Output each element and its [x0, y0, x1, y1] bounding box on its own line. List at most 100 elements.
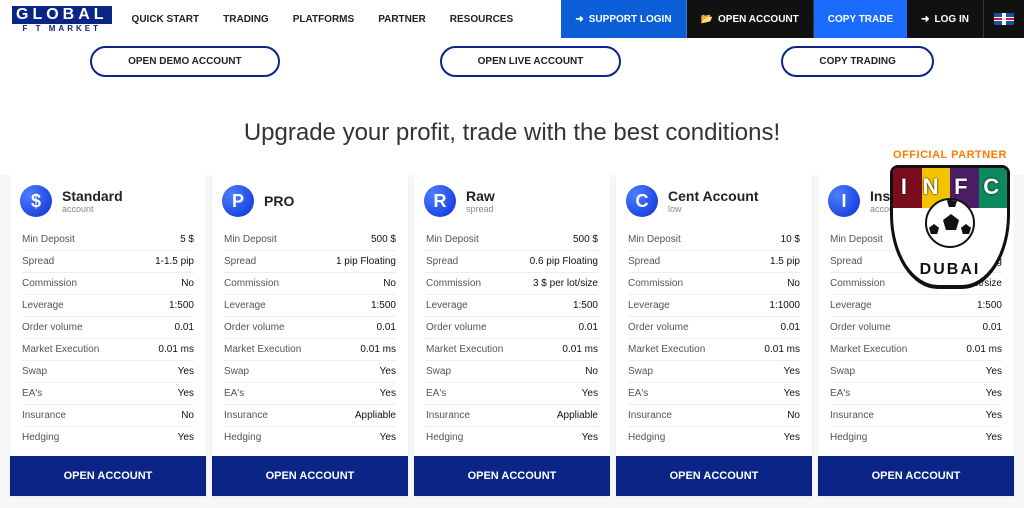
spec-label: Market Execution — [22, 344, 99, 355]
spec-value: Yes — [582, 432, 598, 443]
primary-nav: QUICK START TRADING PLATFORMS PARTNER RE… — [120, 0, 526, 38]
plan-specs: Min Deposit5 $Spread1-1.5 pipCommissionN… — [10, 225, 206, 456]
spec-value: Yes — [986, 388, 1002, 399]
spec-label: Market Execution — [830, 344, 907, 355]
open-live-account-button[interactable]: OPEN LIVE ACCOUNT — [440, 46, 622, 77]
spec-row: Swap No — [426, 361, 598, 383]
spec-value: Yes — [986, 432, 1002, 443]
open-account-button[interactable]: OPEN ACCOUNT — [212, 456, 408, 496]
nav-actions: ➜ SUPPORT LOGIN 📂 OPEN ACCOUNT COPY TRAD… — [561, 0, 1024, 38]
shield-letter: F — [954, 174, 967, 200]
folder-open-icon: 📂 — [701, 14, 713, 25]
plan-title: Standard — [62, 188, 123, 204]
spec-row: CommissionNo — [224, 273, 396, 295]
plans-section: $StandardaccountMin Deposit5 $Spread1-1.… — [0, 175, 1024, 496]
open-demo-account-button[interactable]: OPEN DEMO ACCOUNT — [90, 46, 280, 77]
spec-value: Yes — [986, 410, 1002, 421]
spec-value: 10 $ — [781, 234, 800, 245]
spec-value: No — [181, 410, 194, 421]
spec-value: 0.01 ms — [360, 344, 396, 355]
spec-label: Insurance — [426, 410, 470, 421]
nav-platforms[interactable]: PLATFORMS — [281, 14, 366, 25]
plan-specs: Min Deposit500 $Spread1 pip FloatingComm… — [212, 225, 408, 456]
spec-row: Min Deposit500 $ — [426, 229, 598, 251]
plan-icon: R — [424, 185, 456, 217]
spec-label: Order volume — [22, 322, 83, 333]
spec-value: 0.01 ms — [158, 344, 194, 355]
spec-value: No — [787, 278, 800, 289]
spec-value: 1:1000 — [769, 300, 800, 311]
spec-value: 0.01 — [983, 322, 1002, 333]
brand-logo[interactable]: GLOBAL F T MARKET — [0, 0, 120, 38]
uk-flag-icon — [994, 13, 1014, 25]
spec-value: 0.01 ms — [966, 344, 1002, 355]
spec-label: Insurance — [22, 410, 66, 421]
spec-label: Commission — [22, 278, 77, 289]
shield-letter: I — [901, 174, 907, 200]
spec-label: Order volume — [426, 322, 487, 333]
spec-label: EA's — [628, 388, 648, 399]
spec-row: Commission3 $ per lot/size — [426, 273, 598, 295]
spec-value: 0.01 — [377, 322, 396, 333]
support-login-label: SUPPORT LOGIN — [589, 14, 672, 25]
spec-value: 1 pip Floating — [336, 256, 396, 267]
spec-row: Leverage1:500 — [830, 295, 1002, 317]
spec-label: Swap — [426, 366, 451, 377]
spec-row: Leverage1:500 — [426, 295, 598, 317]
spec-value: Appliable — [355, 410, 396, 421]
partner-shield-icon: I N F C DUBAI — [890, 165, 1010, 289]
spec-row: EA'sYes — [628, 383, 800, 405]
plan-icon: P — [222, 185, 254, 217]
spec-value: Yes — [986, 366, 1002, 377]
spec-row: EA'sYes — [224, 383, 396, 405]
copy-trade-button[interactable]: COPY TRADE — [814, 0, 907, 38]
nav-trading[interactable]: TRADING — [211, 14, 281, 25]
spec-value: 0.01 — [175, 322, 194, 333]
spec-label: Commission — [628, 278, 683, 289]
plan-title: PRO — [264, 193, 294, 209]
plan-subtitle: spread — [466, 204, 495, 214]
spec-value: Yes — [784, 366, 800, 377]
plan-subtitle: account — [62, 204, 123, 214]
spec-value: Yes — [178, 432, 194, 443]
open-account-nav-button[interactable]: 📂 OPEN ACCOUNT — [687, 0, 814, 38]
spec-row: SwapYes — [628, 361, 800, 383]
spec-row: Spread1 pip Floating — [224, 251, 396, 273]
shield-letter: N — [923, 174, 939, 200]
spec-value: Yes — [380, 388, 396, 399]
open-account-button[interactable]: OPEN ACCOUNT — [616, 456, 812, 496]
spec-row: Leverage1:1000 — [628, 295, 800, 317]
copy-trading-button[interactable]: COPY TRADING — [781, 46, 934, 77]
spec-label: Insurance — [628, 410, 672, 421]
plan-card: $StandardaccountMin Deposit5 $Spread1-1.… — [10, 175, 206, 496]
open-account-button[interactable]: OPEN ACCOUNT — [414, 456, 610, 496]
spec-value: No — [585, 366, 598, 377]
nav-partner[interactable]: PARTNER — [366, 14, 438, 25]
spec-label: Commission — [224, 278, 279, 289]
open-account-button[interactable]: OPEN ACCOUNT — [818, 456, 1014, 496]
open-account-button[interactable]: OPEN ACCOUNT — [10, 456, 206, 496]
logo-main: GLOBAL — [12, 6, 112, 24]
spec-label: EA's — [22, 388, 42, 399]
plan-specs: Min Deposit10 $Spread1.5 pipCommissionNo… — [616, 225, 812, 456]
spec-label: Min Deposit — [426, 234, 479, 245]
spec-label: Min Deposit — [224, 234, 277, 245]
spec-label: EA's — [830, 388, 850, 399]
spec-value: Yes — [582, 388, 598, 399]
spec-value: 0.6 pip Floating — [530, 256, 598, 267]
log-in-button[interactable]: ➜ LOG IN — [907, 0, 984, 38]
spec-label: Spread — [22, 256, 54, 267]
soccer-ball-icon — [925, 198, 975, 248]
nav-quick-start[interactable]: QUICK START — [120, 14, 212, 25]
spec-value: 1:500 — [573, 300, 598, 311]
language-selector[interactable] — [984, 0, 1024, 38]
spec-row: Commission No — [628, 273, 800, 295]
spec-label: Hedging — [628, 432, 665, 443]
spec-value: 0.01 ms — [764, 344, 800, 355]
spec-row: Order volume0.01 — [224, 317, 396, 339]
nav-resources[interactable]: RESOURCES — [438, 14, 525, 25]
support-login-button[interactable]: ➜ SUPPORT LOGIN — [561, 0, 686, 38]
spec-row: HedgingYes — [224, 427, 396, 448]
cta-pill-row: OPEN DEMO ACCOUNT OPEN LIVE ACCOUNT COPY… — [0, 38, 1024, 95]
plan-icon: I — [828, 185, 860, 217]
